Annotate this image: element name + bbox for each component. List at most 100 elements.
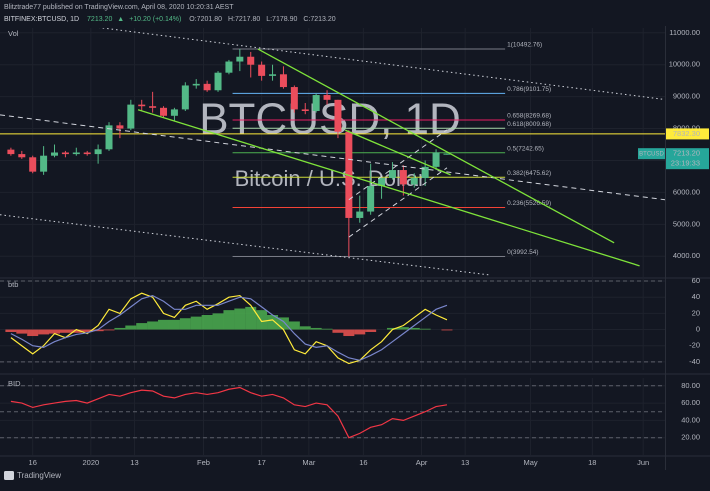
x-tick-label: 18: [588, 458, 596, 467]
last-price-tag: [666, 148, 709, 170]
x-tick-label: 16: [359, 458, 367, 467]
x-tick-label: Feb: [197, 458, 210, 467]
candle-body: [323, 95, 331, 100]
candle-body: [61, 152, 69, 155]
candle-body: [203, 83, 211, 91]
symbol-line: BITFINEX:BTCUSD, 1D 7213.20 ▲ +10.20 (+0…: [4, 16, 336, 23]
fib-label: 0.618(8009.68): [507, 121, 551, 128]
candle-body: [399, 170, 407, 185]
histogram-bar: [103, 329, 115, 331]
logo-icon: [4, 471, 14, 480]
histogram-bar: [365, 329, 377, 332]
candle-body: [72, 152, 80, 155]
x-tick-label: Apr: [416, 458, 428, 467]
y-tick-label: 40: [692, 292, 700, 301]
candle-body: [94, 149, 102, 155]
ohlc: L:7178.90: [266, 16, 297, 23]
histogram-bar: [16, 329, 28, 334]
price-tag-label: 7832.30: [673, 129, 700, 138]
histogram-bar: [136, 323, 148, 330]
trend-line: [98, 28, 665, 101]
y-tick-label: 0: [696, 325, 700, 334]
y-tick-label: 60.00: [681, 398, 700, 407]
ohlc: O:7201.80: [189, 16, 222, 23]
countdown: 23:19:33: [671, 159, 700, 168]
x-tick-label: Jun: [637, 458, 649, 467]
histogram-bar: [310, 327, 322, 330]
logo: TradingView: [4, 471, 61, 480]
histogram-bar: [256, 310, 268, 330]
candle-body: [51, 152, 59, 156]
candle-body: [443, 153, 451, 155]
candle-body: [160, 107, 168, 116]
histogram-bar: [190, 316, 202, 330]
fib-label: 0(3992.54): [507, 249, 538, 256]
change: +10.20 (+0.14%): [129, 16, 181, 23]
histogram-bar: [267, 314, 279, 330]
candle-body: [214, 72, 222, 91]
fib-label: 0.382(6475.62): [507, 170, 551, 177]
y-tick-label: 10000.00: [669, 60, 700, 69]
histogram-bar: [299, 326, 311, 330]
y-tick-label: 20: [692, 308, 700, 317]
histogram-bar: [92, 329, 104, 332]
candle-body: [116, 125, 124, 129]
histogram-bar: [441, 329, 453, 331]
trend-line: [0, 114, 665, 201]
x-tick-label: 2020: [83, 458, 100, 467]
candle-body: [18, 154, 26, 158]
candle-body: [170, 109, 178, 116]
price-tag: [666, 128, 709, 140]
candle-body: [105, 125, 113, 150]
trend-line: [137, 109, 640, 267]
histogram-bar: [70, 329, 82, 333]
candle-body: [312, 95, 320, 111]
y-tick-label: 60: [692, 276, 700, 285]
arrow: ▲: [117, 16, 124, 23]
trend-line: [257, 48, 615, 244]
trend-line: [344, 129, 451, 176]
histogram-bar: [147, 321, 159, 330]
y-tick-label: 5000.00: [673, 219, 700, 228]
histogram-bar: [419, 328, 431, 330]
candle-body: [269, 74, 277, 76]
candle-body: [83, 152, 91, 155]
candle-body: [356, 211, 364, 218]
histogram-bar: [158, 319, 170, 330]
histogram-bar: [223, 310, 235, 330]
histogram-bar: [234, 308, 246, 330]
candle-body: [301, 109, 309, 111]
histogram-bar: [114, 327, 126, 330]
x-tick-label: 17: [257, 458, 265, 467]
pane: [0, 378, 665, 455]
pane: [0, 279, 665, 370]
y-tick-label: 80.00: [681, 381, 700, 390]
fib-label: 0.5(7242.65): [507, 145, 544, 152]
symbol: BITFINEX:BTCUSD, 1D: [4, 16, 79, 23]
candle-body: [127, 104, 135, 129]
pane-label: btb: [8, 280, 18, 289]
logo-text: TradingView: [17, 471, 61, 480]
ohlc: C:7213.20: [303, 16, 335, 23]
y-tick-label: 8000.00: [673, 124, 700, 133]
last-price-symbol: BTCUSD: [639, 151, 664, 157]
histogram-bar: [179, 318, 191, 330]
histogram-bar: [5, 329, 17, 332]
histogram-bar: [201, 314, 213, 330]
histogram-bar: [332, 329, 344, 333]
y-tick-label: 4000.00: [673, 251, 700, 260]
histogram-bar: [288, 321, 300, 330]
pane-label: Vol: [8, 29, 19, 38]
candle-body: [388, 170, 396, 179]
candle-body: [258, 64, 266, 76]
fib-label: 1(10492.76): [507, 42, 542, 49]
candle-body: [138, 104, 146, 107]
histogram-bar: [59, 329, 71, 333]
ohlc: H:7217.80: [228, 16, 260, 23]
y-tick-label: -40: [689, 357, 700, 366]
y-tick-label: 40.00: [681, 415, 700, 424]
candle-body: [247, 56, 255, 65]
